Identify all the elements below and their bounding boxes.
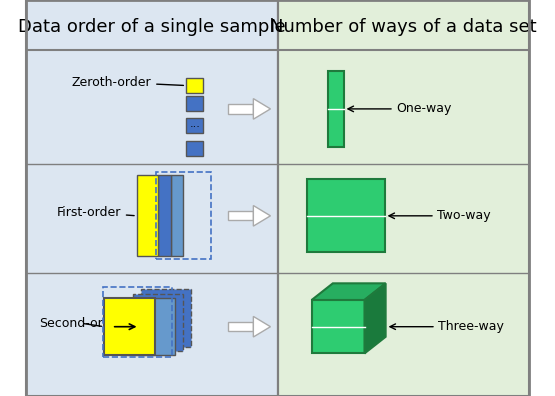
Bar: [186, 96, 203, 111]
Polygon shape: [254, 206, 270, 226]
Text: Two-way: Two-way: [437, 209, 491, 222]
Polygon shape: [312, 300, 365, 354]
Polygon shape: [254, 99, 270, 119]
Text: Number of ways of a data set: Number of ways of a data set: [270, 18, 537, 36]
Bar: [141, 289, 191, 347]
Text: First-order: First-order: [57, 206, 134, 219]
Bar: [228, 211, 254, 221]
Polygon shape: [365, 284, 386, 354]
Text: Zeroth-order: Zeroth-order: [72, 76, 184, 89]
Polygon shape: [254, 316, 270, 337]
Bar: [228, 104, 254, 114]
Bar: [137, 175, 158, 257]
Bar: [158, 175, 170, 257]
Bar: [133, 294, 183, 351]
Bar: [124, 298, 175, 356]
Bar: [186, 118, 203, 133]
Bar: [170, 175, 183, 257]
Bar: [278, 0, 529, 396]
Text: Second-order: Second-order: [39, 317, 123, 330]
Bar: [103, 287, 172, 357]
Polygon shape: [312, 284, 386, 300]
Bar: [327, 71, 344, 147]
Bar: [186, 78, 203, 93]
Text: One-way: One-way: [396, 103, 452, 115]
Bar: [155, 172, 211, 259]
Text: Data order of a single sample: Data order of a single sample: [18, 18, 286, 36]
Bar: [186, 141, 203, 156]
Bar: [26, 0, 278, 396]
Text: Three-way: Three-way: [438, 320, 504, 333]
Text: ...: ...: [189, 119, 200, 129]
Bar: [307, 179, 385, 253]
Bar: [104, 298, 154, 356]
Bar: [228, 322, 254, 331]
